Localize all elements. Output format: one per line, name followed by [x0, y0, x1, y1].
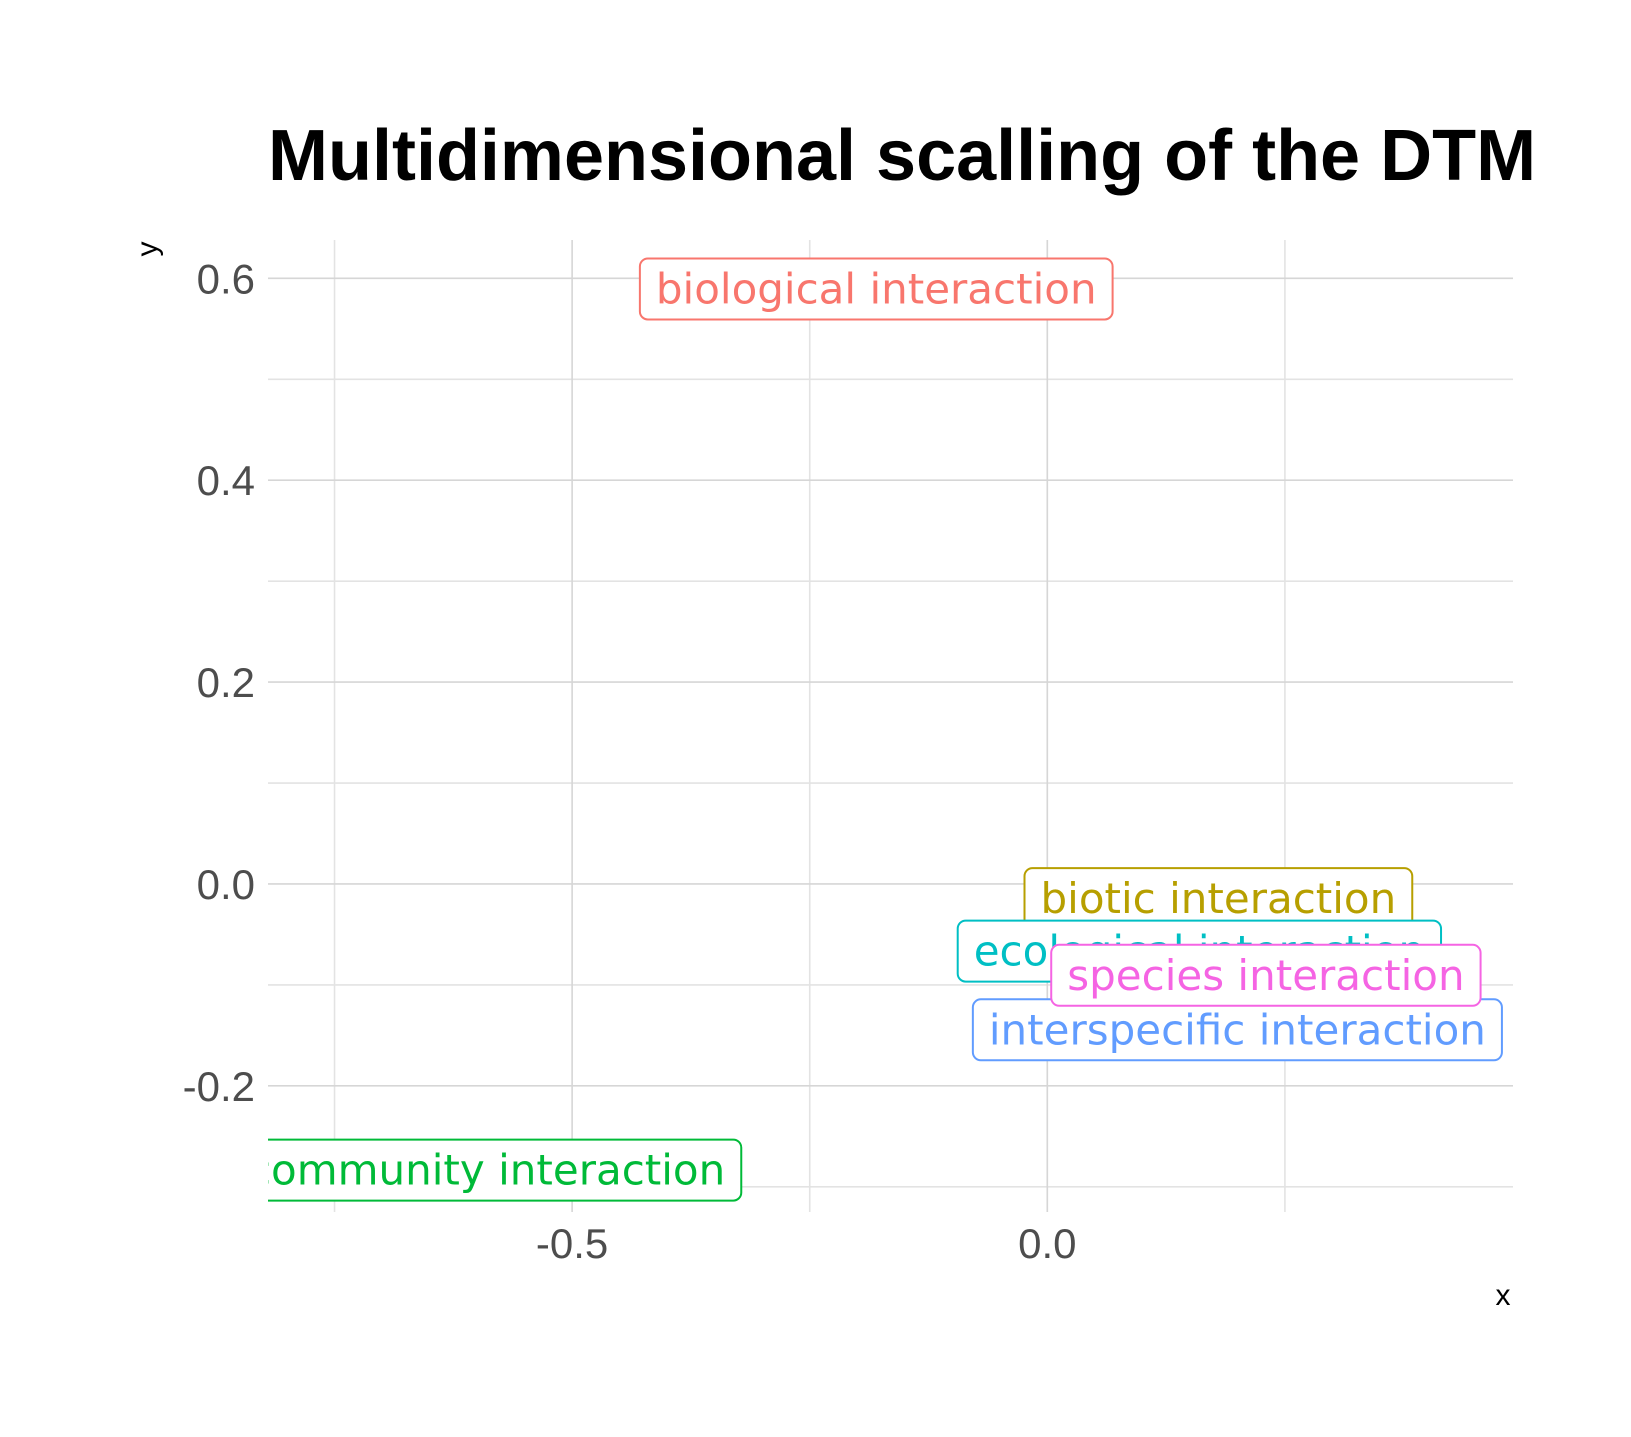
point-label-text: community interaction	[248, 1146, 725, 1195]
y-axis-title: y	[131, 242, 164, 257]
point-label-box	[1050, 943, 1482, 1007]
grid-lines	[268, 240, 1513, 1212]
point-label-text: biotic interaction	[1041, 874, 1397, 923]
point-label-text: interspecific interaction	[989, 1005, 1486, 1054]
tick-labels: -0.2 0.0 0.2 0.4 0.6 -0.5 0.0	[183, 255, 1077, 1267]
point-label-text: biological interaction	[656, 264, 1097, 313]
y-tick-label: 0.2	[197, 659, 255, 706]
y-tick-label: 0.0	[197, 861, 255, 908]
point-label: species interaction	[1050, 943, 1482, 1007]
point-label: biotic interaction	[1023, 867, 1414, 931]
point-label-box	[638, 257, 1114, 321]
point-labels: biological interaction biotic interaction…	[248, 257, 1503, 1202]
x-tick-label: 0.0	[1018, 1220, 1076, 1267]
point-label: biological interaction	[638, 257, 1114, 321]
chart-title: Multidimensional scalling of the DTM	[268, 116, 1536, 196]
point-label-text: species interaction	[1067, 951, 1464, 1000]
y-tick-label: 0.6	[197, 255, 255, 302]
x-axis-title: x	[1496, 1279, 1511, 1312]
x-tick-label: -0.5	[536, 1220, 608, 1267]
point-label-box	[268, 1138, 743, 1202]
y-tick-label: -0.2	[183, 1063, 255, 1110]
point-label: community interaction	[248, 1138, 743, 1202]
point-label: interspecific interaction	[971, 998, 1503, 1062]
y-tick-label: 0.4	[197, 457, 255, 504]
